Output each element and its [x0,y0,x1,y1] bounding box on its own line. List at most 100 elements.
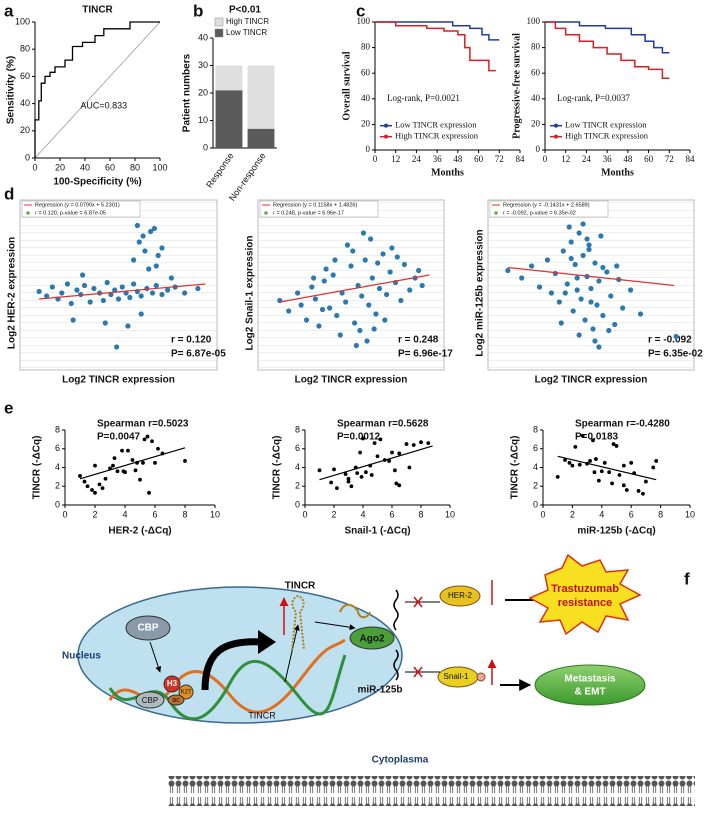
y-tick-label: 100 [15,16,30,26]
legend-label: High TINCR expression [565,131,649,141]
x-tick-label: 0 [62,509,67,519]
point [560,248,566,254]
repression-x [413,596,423,678]
point [183,459,187,463]
bar-segment [215,65,243,91]
legend-marker [384,123,388,128]
y-axis-label: Log2 miR-125b expression [475,229,486,356]
y-axis-label: Overall survival [341,51,352,120]
point [505,267,511,274]
point [103,476,108,481]
point [637,311,644,317]
x-tick-label: 48 [623,154,633,164]
x-tick-label: 24 [582,154,592,164]
point [611,442,616,446]
point [375,454,380,459]
point [555,474,560,479]
point [136,239,142,245]
point [577,462,582,467]
annotation: P= 6.87e-05 [171,349,226,360]
ac [167,694,185,706]
point [144,285,150,292]
y-tick-label: 10 [198,115,208,125]
x-tick-label: 10 [445,509,455,519]
panel-label: a [4,1,14,20]
x-tick-label: 20 [55,162,65,172]
point [134,222,140,229]
outcome2-label: & EMT [574,687,605,698]
x-axis-label: HER-2 (-ΔCq) [108,526,171,537]
panel-label: d [4,184,14,203]
point [168,275,175,281]
x-tick-label: 36 [433,154,443,164]
point [123,470,127,475]
point [617,473,622,477]
annotation: Log-rank, P=0.0021 [387,93,460,103]
mirna-strand [393,649,399,681]
y-tick-label: 8 [533,424,538,434]
chart-subtitle: P=0.0183 [575,432,619,443]
point [604,269,610,275]
x-tick-label: 2 [331,509,336,519]
y-tick-label: 0 [536,144,541,154]
point [332,467,336,472]
legend-marker [494,211,498,215]
chart-title: Spearman r=0.5628 [337,419,429,430]
point [570,463,575,468]
point [343,472,348,476]
hairpin-bound [339,603,371,619]
point [79,272,86,278]
point [102,320,108,326]
x-tick-label: 8 [658,509,663,519]
chart-subtitle: P=0.0047 [97,432,141,443]
point [111,463,115,468]
point [407,287,413,293]
annotation: P= 6.96e-17 [398,349,453,360]
y-tick-label: 60 [361,67,371,77]
x-tick-label: 6 [152,509,157,519]
chart-title: P<0.01 [229,5,261,16]
point [378,437,383,442]
point [398,297,404,304]
plot-frame [257,199,445,371]
point [298,302,304,308]
point [339,290,345,296]
legend-swatch [214,17,224,27]
point [182,290,188,296]
chart-title: Spearman r=-0.4280 [575,419,670,430]
legend-label: r = 0.120, p-value = 6.87e-05 [35,210,106,216]
point [628,287,634,293]
point [343,299,349,305]
point [574,275,580,281]
panel-label: b [193,1,203,20]
her2 [439,585,481,607]
point [580,221,586,227]
point [149,290,156,296]
fit-line [279,274,430,303]
point [100,297,106,304]
y-tick-label: 6 [295,443,300,453]
legend-label: Low TINCR [226,28,267,37]
point [389,245,395,251]
point [82,479,87,484]
legend-label: Low TINCR expression [565,120,647,130]
point [311,275,317,281]
x-tick-label: 24 [412,154,422,164]
x-tick-label: 2 [570,509,575,519]
point [81,282,88,289]
point [624,488,629,492]
legend-label: Regression (y = 0.1158x + 1.4826) [273,202,357,208]
outcome2-label: Metastasis [564,674,616,685]
point [112,456,117,461]
point [607,470,612,475]
transcription-arrow [201,638,263,691]
x-axis-label: Months [431,167,464,178]
point [323,266,329,272]
x-tick-label: 4 [599,509,604,519]
annotation: P= 6.35e-02 [648,349,703,360]
plot-frame [487,199,695,371]
point [614,263,620,269]
point [115,469,120,474]
legend-box [259,200,379,218]
panel-label: e [4,398,13,417]
